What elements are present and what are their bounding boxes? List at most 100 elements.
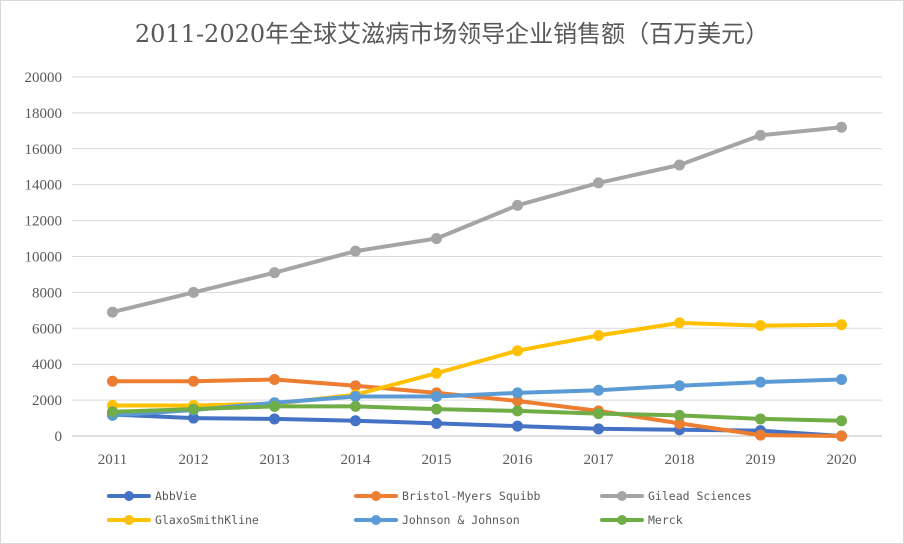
data-point: [188, 403, 199, 415]
legend-label: Merck: [648, 513, 683, 527]
data-point: [431, 403, 442, 415]
legend-item-merck: Merck: [600, 513, 683, 527]
data-point: [512, 345, 523, 357]
legend-swatch-marker: [124, 515, 134, 525]
x-tick-label: 2015: [422, 452, 452, 468]
data-point: [512, 395, 523, 407]
data-point: [593, 408, 604, 420]
chart-title: 2011-2020年全球艾滋病市场领导企业销售额（百万美元）: [135, 20, 769, 48]
data-point: [593, 329, 604, 341]
data-point: [755, 413, 766, 425]
legend: AbbVie Bristol-Myers Squibb Gilead Science…: [107, 489, 752, 527]
data-point: [836, 430, 847, 442]
data-point: [350, 245, 361, 257]
data-point: [350, 391, 361, 403]
y-axis: 0 2000 4000 6000 8000 10000 12000 14000 16000 180…: [25, 70, 63, 445]
x-tick-label: 2014: [341, 452, 372, 468]
data-point: [593, 423, 604, 435]
y-tick-label: 14000: [25, 178, 63, 194]
y-tick-label: 0: [55, 429, 63, 445]
series-line-gilead-sciences: [110, 125, 844, 315]
y-tick-label: 12000: [25, 214, 63, 230]
legend-label: GlaxoSmithKline: [155, 513, 259, 527]
series-line-bristol-myers-squibb: [110, 377, 844, 438]
data-point: [674, 409, 685, 421]
series-line-merck: [110, 404, 844, 423]
data-point: [431, 233, 442, 245]
gridlines: [72, 76, 882, 401]
data-point: [674, 317, 685, 329]
data-point: [512, 420, 523, 432]
data-point: [188, 412, 199, 424]
data-point: [593, 384, 604, 396]
data-point: [836, 121, 847, 133]
data-point: [593, 177, 604, 189]
legend-label: Gilead Sciences: [648, 489, 752, 503]
data-point: [107, 406, 118, 418]
data-point: [755, 376, 766, 388]
y-tick-label: 18000: [25, 106, 63, 122]
series-bristol-myers-squibb: [107, 373, 847, 442]
x-axis: 2011 2012 2013 2014 2015 2016 2017 2018 2019 2020: [72, 435, 882, 468]
x-tick-label: 2017: [584, 452, 615, 468]
data-point: [269, 400, 280, 412]
data-point: [836, 319, 847, 331]
legend-label: Bristol-Myers Squibb: [402, 489, 541, 503]
data-point: [269, 267, 280, 279]
data-point: [755, 320, 766, 332]
legend-swatch-marker: [617, 491, 627, 501]
legend-swatch-marker: [371, 515, 381, 525]
x-tick-label: 2013: [260, 452, 290, 468]
x-tick-label: 2018: [665, 452, 695, 468]
data-point: [755, 129, 766, 141]
data-point: [350, 415, 361, 427]
data-point: [674, 380, 685, 392]
x-tick-label: 2012: [179, 452, 209, 468]
y-tick-label: 4000: [32, 357, 62, 373]
data-point: [836, 415, 847, 427]
data-point: [188, 375, 199, 387]
data-point: [431, 417, 442, 429]
data-point: [512, 387, 523, 399]
legend-item-glaxosmithkline: GlaxoSmithKline: [107, 513, 259, 527]
x-tick-label: 2020: [827, 452, 857, 468]
y-tick-label: 20000: [25, 70, 63, 86]
legend-label: Johnson & Johnson: [402, 513, 520, 527]
data-point: [350, 400, 361, 412]
data-point: [431, 391, 442, 403]
y-tick-label: 8000: [32, 285, 62, 301]
data-point: [755, 429, 766, 441]
legend-item-johnson-and-johnson: Johnson & Johnson: [354, 513, 520, 527]
legend-swatch-marker: [617, 515, 627, 525]
data-point: [107, 375, 118, 387]
legend-item-abbvie: AbbVie: [107, 489, 197, 503]
data-point: [350, 380, 361, 392]
data-point: [431, 367, 442, 379]
data-point: [836, 373, 847, 385]
y-tick-label: 16000: [25, 142, 63, 158]
legend-label: AbbVie: [155, 489, 197, 503]
data-point: [188, 286, 199, 298]
x-tick-label: 2016: [503, 452, 534, 468]
y-tick-label: 10000: [25, 250, 63, 266]
series-gilead-sciences: [107, 121, 847, 318]
legend-swatch-marker: [124, 491, 134, 501]
series-lines: [107, 121, 847, 442]
series-merck: [107, 400, 847, 427]
data-point: [269, 413, 280, 425]
legend-swatch-marker: [371, 491, 381, 501]
data-point: [674, 417, 685, 429]
series-abbvie: [107, 408, 847, 442]
data-point: [269, 373, 280, 385]
data-point: [674, 159, 685, 171]
y-tick-label: 2000: [32, 393, 62, 409]
x-tick-label: 2011: [98, 452, 127, 468]
data-point: [512, 199, 523, 211]
data-point: [107, 306, 118, 318]
x-tick-label: 2019: [746, 452, 776, 468]
data-point: [512, 405, 523, 417]
y-tick-label: 6000: [32, 321, 62, 337]
legend-item-bristol-myers-squibb: Bristol-Myers Squibb: [354, 489, 541, 503]
